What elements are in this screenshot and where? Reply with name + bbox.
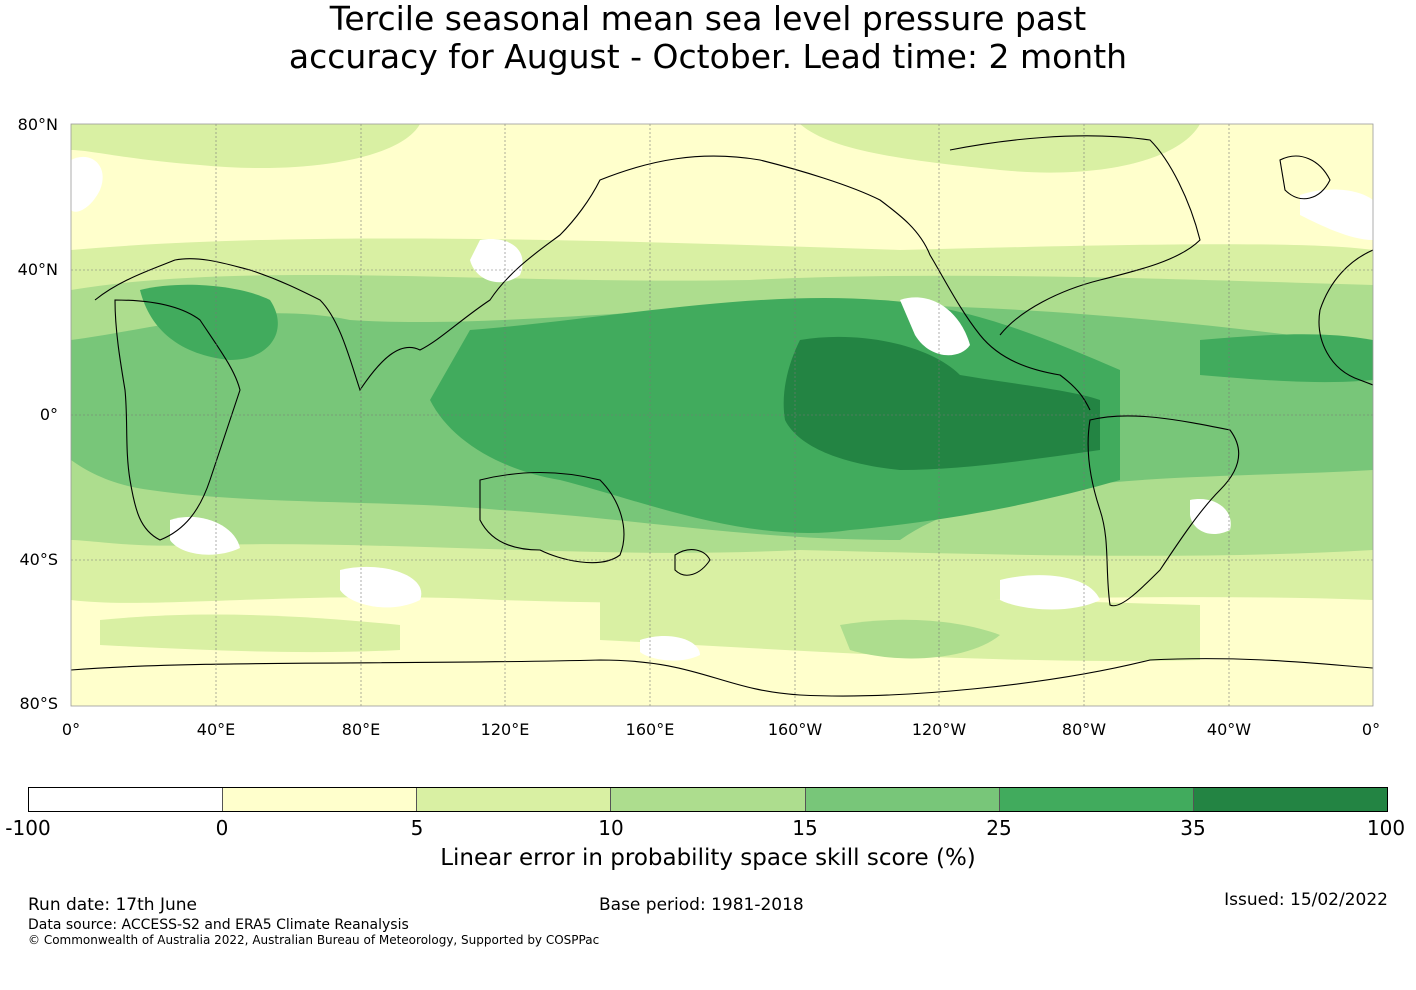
base-period: Base period: 1981-2018 [599,895,804,915]
colorbar-tick: -100 [5,816,51,840]
colorbar-segment [1193,788,1387,811]
map-title: Tercile seasonal mean sea level pressure… [0,0,1416,76]
negative-skill-region [71,156,1373,661]
lon-label-120e: 120°E [480,720,530,739]
data-source: Data source: ACCESS-S2 and ERA5 Climate … [28,917,409,933]
lon-label-40w: 40°W [1206,720,1252,739]
coastlines [71,135,1373,697]
lon-label-80e: 80°E [341,720,381,739]
colorbar-tick: 15 [792,816,818,840]
colorbar-segment [417,788,612,811]
colorbar-segment [999,788,1194,811]
copyright-notice: © Commonwealth of Australia 2022, Austra… [28,933,600,947]
lon-label-0-right: 0° [1361,720,1381,739]
colorbar-title: Linear error in probability space skill … [440,845,976,871]
issued-date: Issued: 15/02/2022 [1224,890,1388,910]
colorbar-tick: 10 [598,816,624,840]
colorbar-tick: 25 [986,816,1012,840]
lat-label-80n: 80°N [17,115,58,134]
skill-level-35-region [783,336,1100,470]
colorbar-segment [29,788,224,811]
map-title-line-1: Tercile seasonal mean sea level pressure… [329,0,1087,38]
lat-label-80s: 80°S [19,694,58,713]
colorbar-segment [223,788,418,811]
colorbar-tick: 0 [215,816,229,840]
colorbar [28,787,1388,812]
skill-score-world-map [70,123,1374,707]
lon-label-0-left: 0° [61,720,81,739]
lat-label-equator: 0° [39,405,58,424]
lon-label-80w: 80°W [1061,720,1107,739]
colorbar-segment [805,788,1000,811]
run-date: Run date: 17th June [28,895,197,915]
lon-label-120w: 120°W [911,720,967,739]
colorbar-segment [611,788,806,811]
lon-label-40e: 40°E [196,720,236,739]
lon-label-160w: 160°W [767,720,823,739]
colorbar-tick: 100 [1366,816,1406,840]
map-title-line-2: accuracy for August - October. Lead time… [288,37,1128,76]
map-frame [70,123,1374,707]
graticule [71,124,1373,706]
lon-label-160e: 160°E [625,720,675,739]
lat-label-40n: 40°N [17,260,58,279]
lat-label-40s: 40°S [19,550,58,569]
colorbar-tick: 35 [1180,816,1206,840]
colorbar-tick: 5 [410,816,424,840]
skill-level-25-region [140,284,1373,534]
